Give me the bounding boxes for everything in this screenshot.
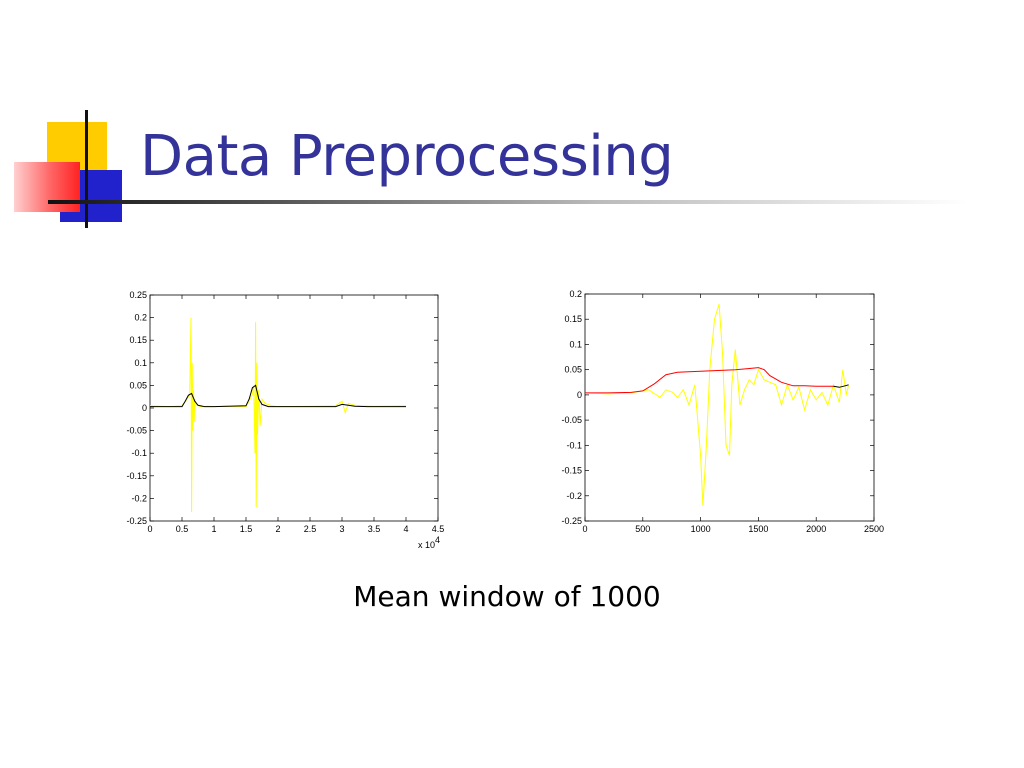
y-tick-label: 0.2 [569,289,582,299]
series-line-1 [584,303,850,506]
y-tick-label: -0.25 [126,516,147,526]
x-tick-label: 3.5 [368,524,381,534]
y-tick-label: 0 [577,390,582,400]
y-tick-label: 0.15 [564,314,582,324]
series-line-2 [585,367,834,394]
y-tick-label: 0 [142,403,147,413]
y-tick-label: 0.15 [129,335,147,345]
y-tick-label: -0.15 [561,466,582,476]
x-tick-label: 4.5 [432,524,445,534]
chart-left: 0 0.5 1 1.5 2 2.5 3 3.5 4 4.50.250.20.150.10.050-… [100,270,460,555]
x-tick-label: 1000 [691,524,711,534]
y-tick-label: 0.1 [569,339,582,349]
y-tick-label: -0.15 [126,471,147,481]
x-tick-label: 4 [403,524,408,534]
series-line-1 [149,317,407,513]
y-tick-label: -0.05 [561,415,582,425]
y-tick-label: -0.1 [131,448,147,458]
slide-title: Data Preprocessing [140,124,674,189]
x-tick-label: 0.5 [176,524,189,534]
y-tick-label: -0.2 [566,491,582,501]
slide-caption: Mean window of 1000 [353,580,661,613]
series-line-3 [833,384,849,388]
plot-area [584,293,875,522]
x-tick-label: 1500 [748,524,768,534]
x-tick-label: 2 [275,524,280,534]
x-tick-label: 2500 [864,524,884,534]
chart-right: 0 500 1000 1500 2000 2500 0.2 0.15 0.1 0.05 0 -0.05… [540,270,900,555]
y-tick-label: -0.1 [566,440,582,450]
y-tick-label: 0.05 [564,365,582,375]
decor-vertical-line [85,110,88,228]
x-tick-label: 1.5 [240,524,253,534]
x-tick-label: 2000 [806,524,826,534]
y-tick-label: 0.1 [134,358,147,368]
y-tick-label: 0.05 [129,380,147,390]
x-tick-label: 0 [147,524,152,534]
y-tick-label: 0.25 [129,290,147,300]
x-tick-label: 0 [582,524,587,534]
series-line-2 [150,384,406,408]
x-multiplier-exponent: 4 [435,535,440,545]
y-tick-label: 0.2 [134,313,147,323]
y-tick-label: -0.05 [126,426,147,436]
x-tick-label: 2.5 [304,524,317,534]
decor-horizontal-rule [48,200,968,204]
y-tick-label: -0.25 [561,516,582,526]
y-tick-label: -0.2 [131,493,147,503]
x-tick-label: 500 [635,524,650,534]
x-tick-label: 1 [211,524,216,534]
x-multiplier-label: x 10 [418,540,435,550]
decor-red-square [14,162,80,212]
x-tick-label: 3 [339,524,344,534]
